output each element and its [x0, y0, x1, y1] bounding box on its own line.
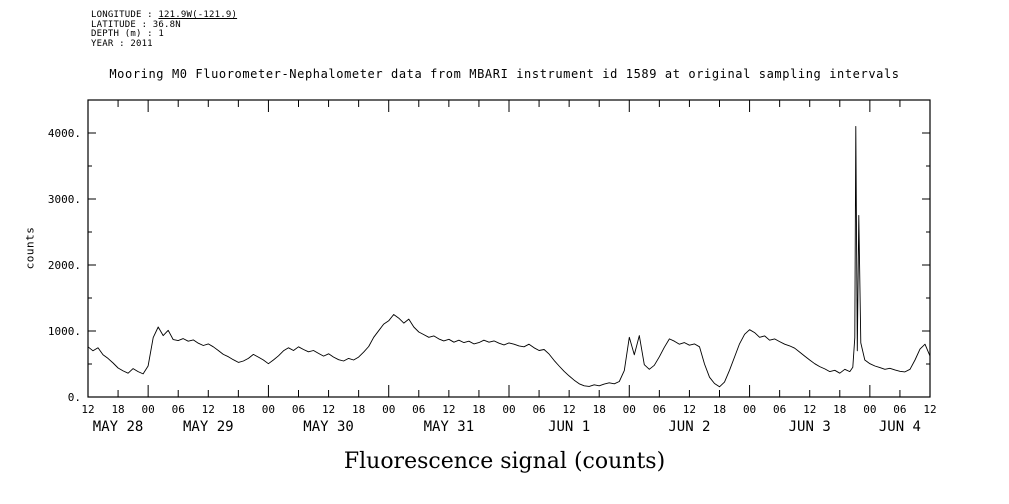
x-tick-date-label: MAY 29	[183, 419, 234, 435]
x-tick-hour-label: 06	[172, 403, 185, 416]
x-tick-hour-label: 18	[593, 403, 606, 416]
y-tick-label: 3000.	[48, 193, 81, 206]
x-tick-hour-label: 06	[292, 403, 305, 416]
longitude-value: 121.9W(-121.9)	[158, 10, 238, 20]
x-tick-date-label: MAY 30	[303, 419, 354, 435]
x-tick-hour-label: 12	[202, 403, 215, 416]
x-tick-date-label: MAY 28	[93, 419, 144, 435]
x-tick-hour-label: 12	[322, 403, 335, 416]
x-axis-caption: Fluorescence signal (counts)	[343, 449, 666, 474]
latitude-line: LATITUDE : 36.8N	[91, 19, 181, 30]
longitude-label: LONGITUDE :	[91, 10, 159, 20]
x-tick-hour-label: 06	[773, 403, 786, 416]
x-tick-hour-label: 12	[81, 403, 94, 416]
x-tick-date-label: MAY 31	[424, 419, 475, 435]
year-line: YEAR : 2011	[91, 39, 153, 50]
x-tick-hour-label: 00	[623, 403, 636, 416]
y-tick-label: 4000.	[48, 127, 81, 140]
dataset-metadata: LONGITUDE : 121.9W(-121.9) LATITUDE : 36…	[91, 10, 238, 50]
x-tick-hour-label: 12	[803, 403, 816, 416]
x-tick-hour-label: 06	[532, 403, 545, 416]
x-tick-hour-label: 18	[472, 403, 485, 416]
depth-line: DEPTH (m) : 1	[91, 29, 165, 40]
x-tick-hour-label: 12	[563, 403, 576, 416]
y-tick-label: 2000.	[48, 259, 81, 272]
x-tick-hour-label: 00	[382, 403, 395, 416]
x-tick-hour-label: 18	[232, 403, 245, 416]
x-tick-hour-label: 00	[142, 403, 155, 416]
x-tick-hour-label: 00	[262, 403, 275, 416]
series-line	[87, 125, 931, 388]
x-tick-hour-label: 06	[412, 403, 425, 416]
x-tick-date-label: JUN 2	[668, 419, 710, 435]
x-tick-hour-label: 00	[743, 403, 756, 416]
chart-title: Mooring M0 Fluorometer-Nephalometer data…	[109, 67, 900, 81]
x-tick-date-label: JUN 3	[789, 419, 831, 435]
x-tick-hour-label: 06	[653, 403, 666, 416]
x-tick-hour-label: 00	[863, 403, 876, 416]
x-tick-date-label: JUN 1	[548, 419, 590, 435]
x-tick-date-label: JUN 4	[879, 419, 921, 435]
x-tick-hour-label: 12	[442, 403, 455, 416]
x-tick-hour-label: 12	[683, 403, 696, 416]
y-tick-label: 0.	[68, 391, 81, 404]
x-tick-hour-label: 12	[923, 403, 936, 416]
x-tick-hour-label: 00	[502, 403, 515, 416]
longitude-line: LONGITUDE : 121.9W(-121.9)	[91, 10, 238, 21]
plot-box	[87, 99, 931, 398]
x-tick-hour-label: 18	[111, 403, 124, 416]
x-tick-hour-label: 06	[893, 403, 906, 416]
x-tick-hour-label: 18	[713, 403, 726, 416]
y-tick-label: 1000.	[48, 325, 81, 338]
x-tick-hour-label: 18	[352, 403, 365, 416]
x-tick-hour-label: 18	[833, 403, 846, 416]
